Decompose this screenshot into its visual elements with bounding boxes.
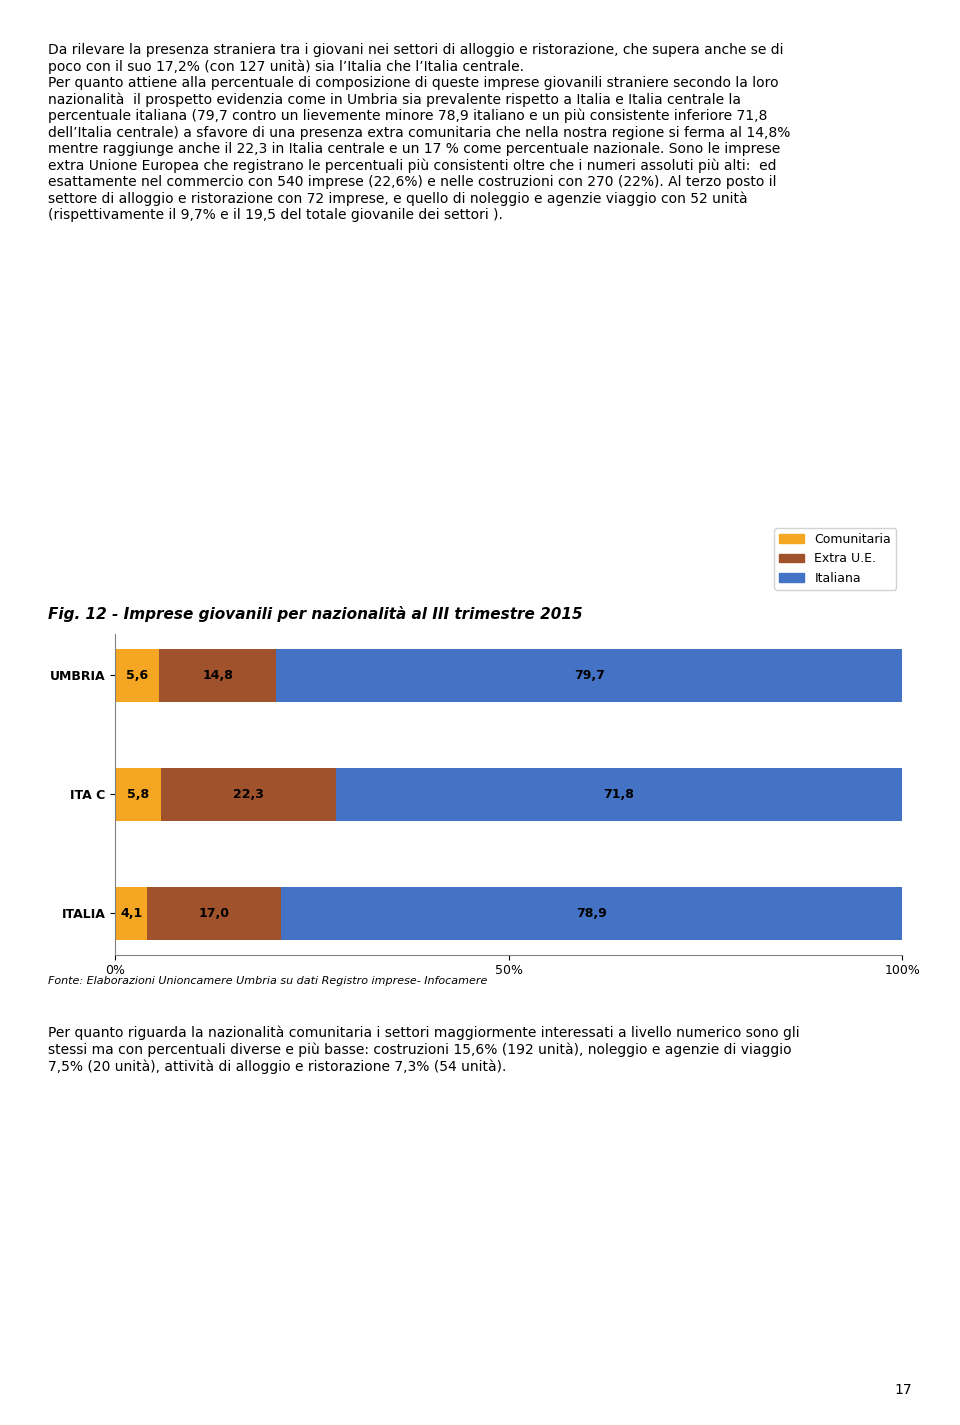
Text: 22,3: 22,3 — [233, 788, 264, 801]
Bar — [115, 648, 159, 703]
Bar — [281, 886, 902, 941]
Legend: Comunitaria, Extra U.E., Italiana: Comunitaria, Extra U.E., Italiana — [775, 529, 896, 590]
Bar — [276, 648, 903, 703]
Bar — [159, 648, 276, 703]
Bar — [161, 768, 336, 821]
Bar — [115, 886, 148, 941]
Text: 5,8: 5,8 — [127, 788, 149, 801]
Text: Da rilevare la presenza straniera tra i giovani nei settori di alloggio e ristor: Da rilevare la presenza straniera tra i … — [48, 43, 790, 222]
Text: 14,8: 14,8 — [203, 668, 233, 683]
Text: 17: 17 — [895, 1382, 912, 1396]
Text: 71,8: 71,8 — [604, 788, 635, 801]
Bar — [148, 886, 281, 941]
Bar — [115, 768, 161, 821]
Text: Per quanto riguarda la nazionalità comunitaria i settori maggiormente interessat: Per quanto riguarda la nazionalità comun… — [48, 1026, 800, 1074]
Bar — [336, 768, 901, 821]
Text: Fonte: Elaborazioni Unioncamere Umbria su dati Registro imprese- Infocamere: Fonte: Elaborazioni Unioncamere Umbria s… — [48, 976, 488, 986]
Text: 78,9: 78,9 — [576, 906, 608, 921]
Text: 17,0: 17,0 — [199, 906, 229, 921]
Text: Fig. 12 - Imprese giovanili per nazionalità al III trimestre 2015: Fig. 12 - Imprese giovanili per nazional… — [48, 606, 583, 621]
Text: 79,7: 79,7 — [574, 668, 605, 683]
Text: 5,6: 5,6 — [126, 668, 148, 683]
Text: 4,1: 4,1 — [120, 906, 142, 921]
